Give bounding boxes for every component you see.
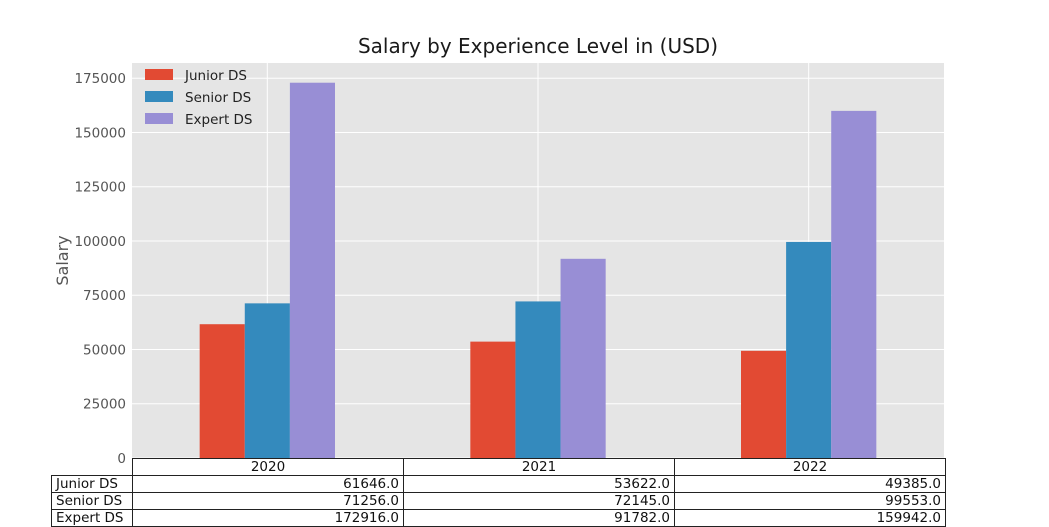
table-cell: 71256.0 xyxy=(132,492,404,510)
table-row: Senior DS 71256.0 72145.0 99553.0 xyxy=(51,492,946,510)
y-tick-label: 25000 xyxy=(83,397,126,413)
table-row-label: Senior DS xyxy=(51,492,133,510)
table-cell: 61646.0 xyxy=(132,475,404,493)
y-tick-label: 125000 xyxy=(74,180,126,196)
table-col-header: 2022 xyxy=(674,458,946,476)
legend-swatch xyxy=(145,91,173,102)
table-cell: 53622.0 xyxy=(403,475,675,493)
legend-swatch xyxy=(145,113,173,124)
bar xyxy=(199,324,245,458)
y-tick-label: 75000 xyxy=(83,288,126,304)
bar xyxy=(831,110,877,458)
bar xyxy=(289,82,335,458)
table-row: Junior DS 61646.0 53622.0 49385.0 xyxy=(51,475,946,493)
table-row-label: Junior DS xyxy=(51,475,133,493)
bar xyxy=(470,341,516,458)
table-cell: 99553.0 xyxy=(674,492,946,510)
table-cell: 49385.0 xyxy=(674,475,946,493)
y-axis-label: Salary xyxy=(53,235,72,285)
y-tick-label: 0 xyxy=(117,451,126,467)
bar xyxy=(244,303,290,458)
table-corner xyxy=(52,459,133,476)
table-header-row: 2020 2021 2022 xyxy=(52,458,946,476)
y-tick-label: 100000 xyxy=(74,234,126,250)
legend-label: Expert DS xyxy=(185,112,253,128)
bar xyxy=(560,258,606,458)
y-tick-label: 50000 xyxy=(83,342,126,358)
y-tick-label: 150000 xyxy=(74,125,126,141)
chart-title: Salary by Experience Level in (USD) xyxy=(357,34,719,58)
legend-label: Senior DS xyxy=(185,90,251,106)
y-tick-label: 175000 xyxy=(74,71,126,87)
legend-label: Junior DS xyxy=(184,68,247,84)
bar xyxy=(741,350,787,458)
legend-swatch xyxy=(145,69,173,80)
bar xyxy=(786,241,832,458)
bar xyxy=(515,301,561,458)
data-table: 2020 2021 2022 Junior DS 61646.0 53622.0… xyxy=(51,458,946,527)
table-col-header: 2020 xyxy=(132,458,404,476)
table-col-header: 2021 xyxy=(403,458,675,476)
table-cell: 72145.0 xyxy=(403,492,675,510)
